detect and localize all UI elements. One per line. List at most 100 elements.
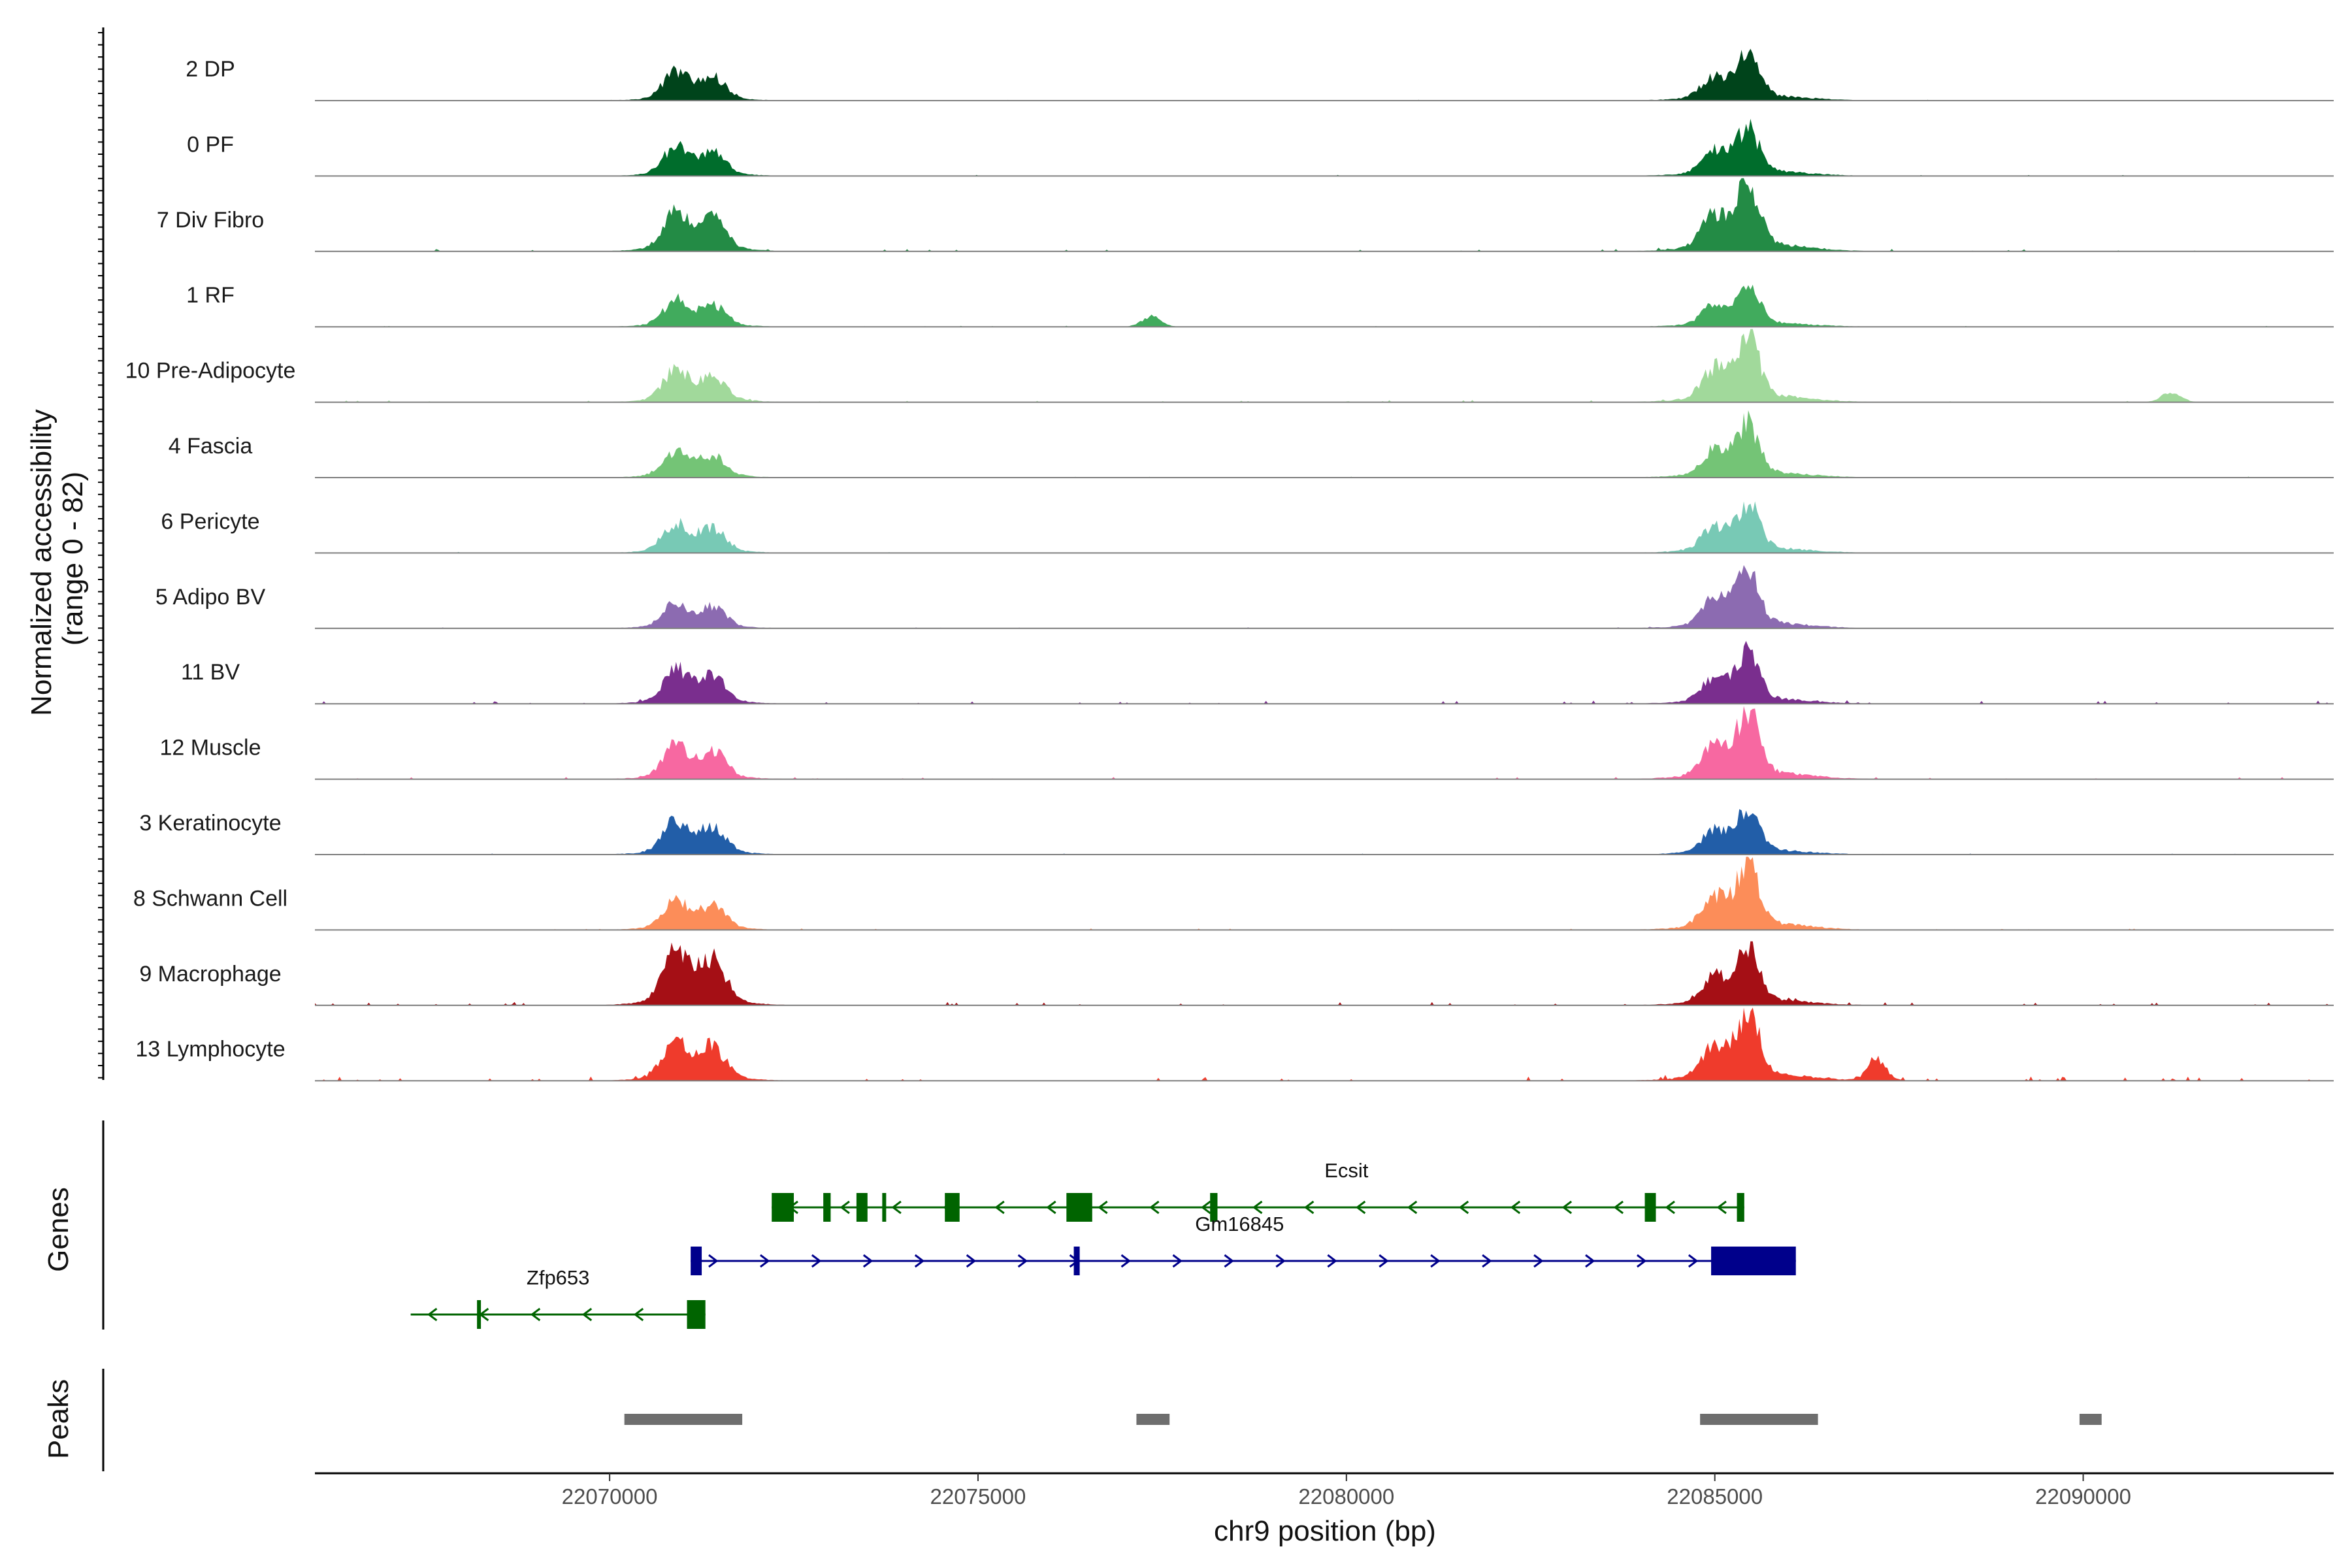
- x-axis: chr9 position (bp) 22070000 22075000 22080…: [315, 1472, 2334, 1547]
- strand-arrow: [581, 1307, 593, 1322]
- track-9-macrophage: 9 Macrophage: [139, 941, 2334, 1006]
- track-label: 3 Keratinocyte: [139, 811, 281, 836]
- coverage-area: [315, 809, 2334, 855]
- coverage-tracks: 2 DP 0 PF 7 Div Fibro 1 RF 10 Pre-Adipocyte 4…: [125, 48, 2334, 1082]
- strand-arrow: [1665, 1200, 1675, 1215]
- track-label: 1 RF: [186, 283, 235, 308]
- track-2-dp: 2 DP: [186, 48, 2334, 101]
- gene-exon: [823, 1193, 831, 1222]
- strand-arrow: [708, 1254, 719, 1268]
- gene-exon: [1210, 1193, 1218, 1222]
- peaks-panel: Peaks: [42, 1369, 2102, 1471]
- strand-arrow: [1149, 1200, 1160, 1215]
- x-tick-label: 22070000: [562, 1484, 658, 1509]
- coverage-area: [315, 118, 2334, 176]
- peak-region: [1136, 1414, 1170, 1425]
- strand-arrow: [1355, 1200, 1366, 1215]
- gene-ecsit: Ecsit: [772, 1159, 1744, 1222]
- gene-exon: [1066, 1193, 1092, 1222]
- track-label: 10 Pre-Adipocyte: [125, 359, 296, 384]
- strand-arrow: [1201, 1200, 1211, 1215]
- track-label: 12 Muscle: [160, 736, 261, 760]
- strand-arrow: [1716, 1200, 1727, 1215]
- peak-region: [624, 1414, 743, 1425]
- strand-arrow: [1430, 1254, 1441, 1268]
- x-tick-label: 22090000: [2035, 1484, 2131, 1509]
- track-13-lymphocyte: 13 Lymphocyte: [135, 1007, 2334, 1082]
- strand-arrow: [1585, 1254, 1595, 1268]
- track-label: 7 Div Fibro: [157, 208, 264, 233]
- strand-arrow: [1098, 1200, 1108, 1215]
- track-4-fascia: 4 Fascia: [169, 410, 2334, 478]
- track-label: 13 Lymphocyte: [135, 1037, 285, 1062]
- strand-arrow: [1482, 1254, 1492, 1268]
- coverage-area: [315, 284, 2334, 327]
- coverage-area: [315, 640, 2334, 704]
- track-label: 11 BV: [181, 660, 240, 685]
- genes-panel-label: Genes: [42, 1187, 74, 1272]
- coverage-area: [315, 857, 2334, 930]
- x-tick-label: 22085000: [1667, 1484, 1763, 1509]
- strand-arrow: [1275, 1254, 1286, 1268]
- strand-arrow: [427, 1307, 438, 1322]
- strand-arrow: [530, 1307, 541, 1322]
- strand-arrow: [1327, 1254, 1337, 1268]
- gene-exon: [477, 1300, 482, 1329]
- coverage-area: [315, 501, 2334, 553]
- strand-arrow: [1637, 1254, 1647, 1268]
- strand-arrow: [633, 1307, 644, 1322]
- gene-label: Zfp653: [527, 1266, 590, 1289]
- x-tick-label: 22075000: [930, 1484, 1026, 1509]
- y-axis-title: Normalized accessibility (range 0 - 82): [25, 401, 89, 716]
- strand-arrow: [1561, 1200, 1573, 1215]
- track-12-muscle: 12 Muscle: [160, 706, 2334, 780]
- gene-exon: [856, 1193, 868, 1222]
- coverage-area: [315, 941, 2334, 1005]
- gene-exon: [691, 1247, 702, 1275]
- track-11-bv: 11 BV: [181, 640, 2334, 705]
- gene-gm16845: Gm16845: [691, 1213, 1796, 1275]
- gene-exon: [882, 1193, 887, 1222]
- track-label: 6 Pericyte: [161, 509, 259, 534]
- strand-arrow: [1379, 1254, 1389, 1268]
- track-7-div-fibro: 7 Div Fibro: [157, 178, 2334, 252]
- peak-region: [2079, 1414, 2102, 1425]
- strand-arrow: [1046, 1200, 1056, 1215]
- coverage-area: [315, 48, 2334, 101]
- strand-arrow: [1458, 1200, 1469, 1215]
- gene-exon: [1073, 1247, 1080, 1275]
- strand-arrow: [1533, 1254, 1544, 1268]
- strand-arrow: [1120, 1254, 1132, 1268]
- coverage-area: [315, 329, 2334, 402]
- gene-label: Gm16845: [1195, 1213, 1284, 1235]
- track-0-pf: 0 PF: [187, 118, 2334, 177]
- strand-arrow: [891, 1200, 902, 1215]
- gene-exon: [945, 1193, 960, 1222]
- gene-zfp653: Zfp653: [410, 1266, 706, 1329]
- coverage-area: [315, 178, 2334, 252]
- gene-exon: [1711, 1247, 1796, 1275]
- strand-arrow: [1017, 1254, 1028, 1268]
- track-1-rf: 1 RF: [186, 283, 2334, 328]
- gene-exon: [1644, 1193, 1656, 1222]
- x-tick-label: 22080000: [1298, 1484, 1394, 1509]
- track-10-pre-adipocyte: 10 Pre-Adipocyte: [125, 329, 2334, 403]
- track-5-adipo-bv: 5 Adipo BV: [155, 564, 2334, 629]
- y-axis-title-line1: Normalized accessibility: [25, 409, 57, 715]
- strand-arrow: [811, 1254, 822, 1268]
- track-label: 5 Adipo BV: [155, 585, 266, 610]
- track-3-keratinocyte: 3 Keratinocyte: [139, 809, 2334, 855]
- strand-arrow: [914, 1254, 925, 1268]
- strand-arrow: [1172, 1254, 1183, 1268]
- track-label: 8 Schwann Cell: [133, 886, 287, 911]
- strand-arrow: [862, 1254, 874, 1268]
- coverage-area: [315, 1007, 2334, 1081]
- track-label: 9 Macrophage: [139, 962, 281, 987]
- strand-arrow: [1252, 1200, 1263, 1215]
- track-label: 2 DP: [186, 57, 235, 82]
- gene-exon: [772, 1193, 794, 1222]
- track-label: 0 PF: [187, 132, 234, 157]
- strand-arrow: [966, 1254, 977, 1268]
